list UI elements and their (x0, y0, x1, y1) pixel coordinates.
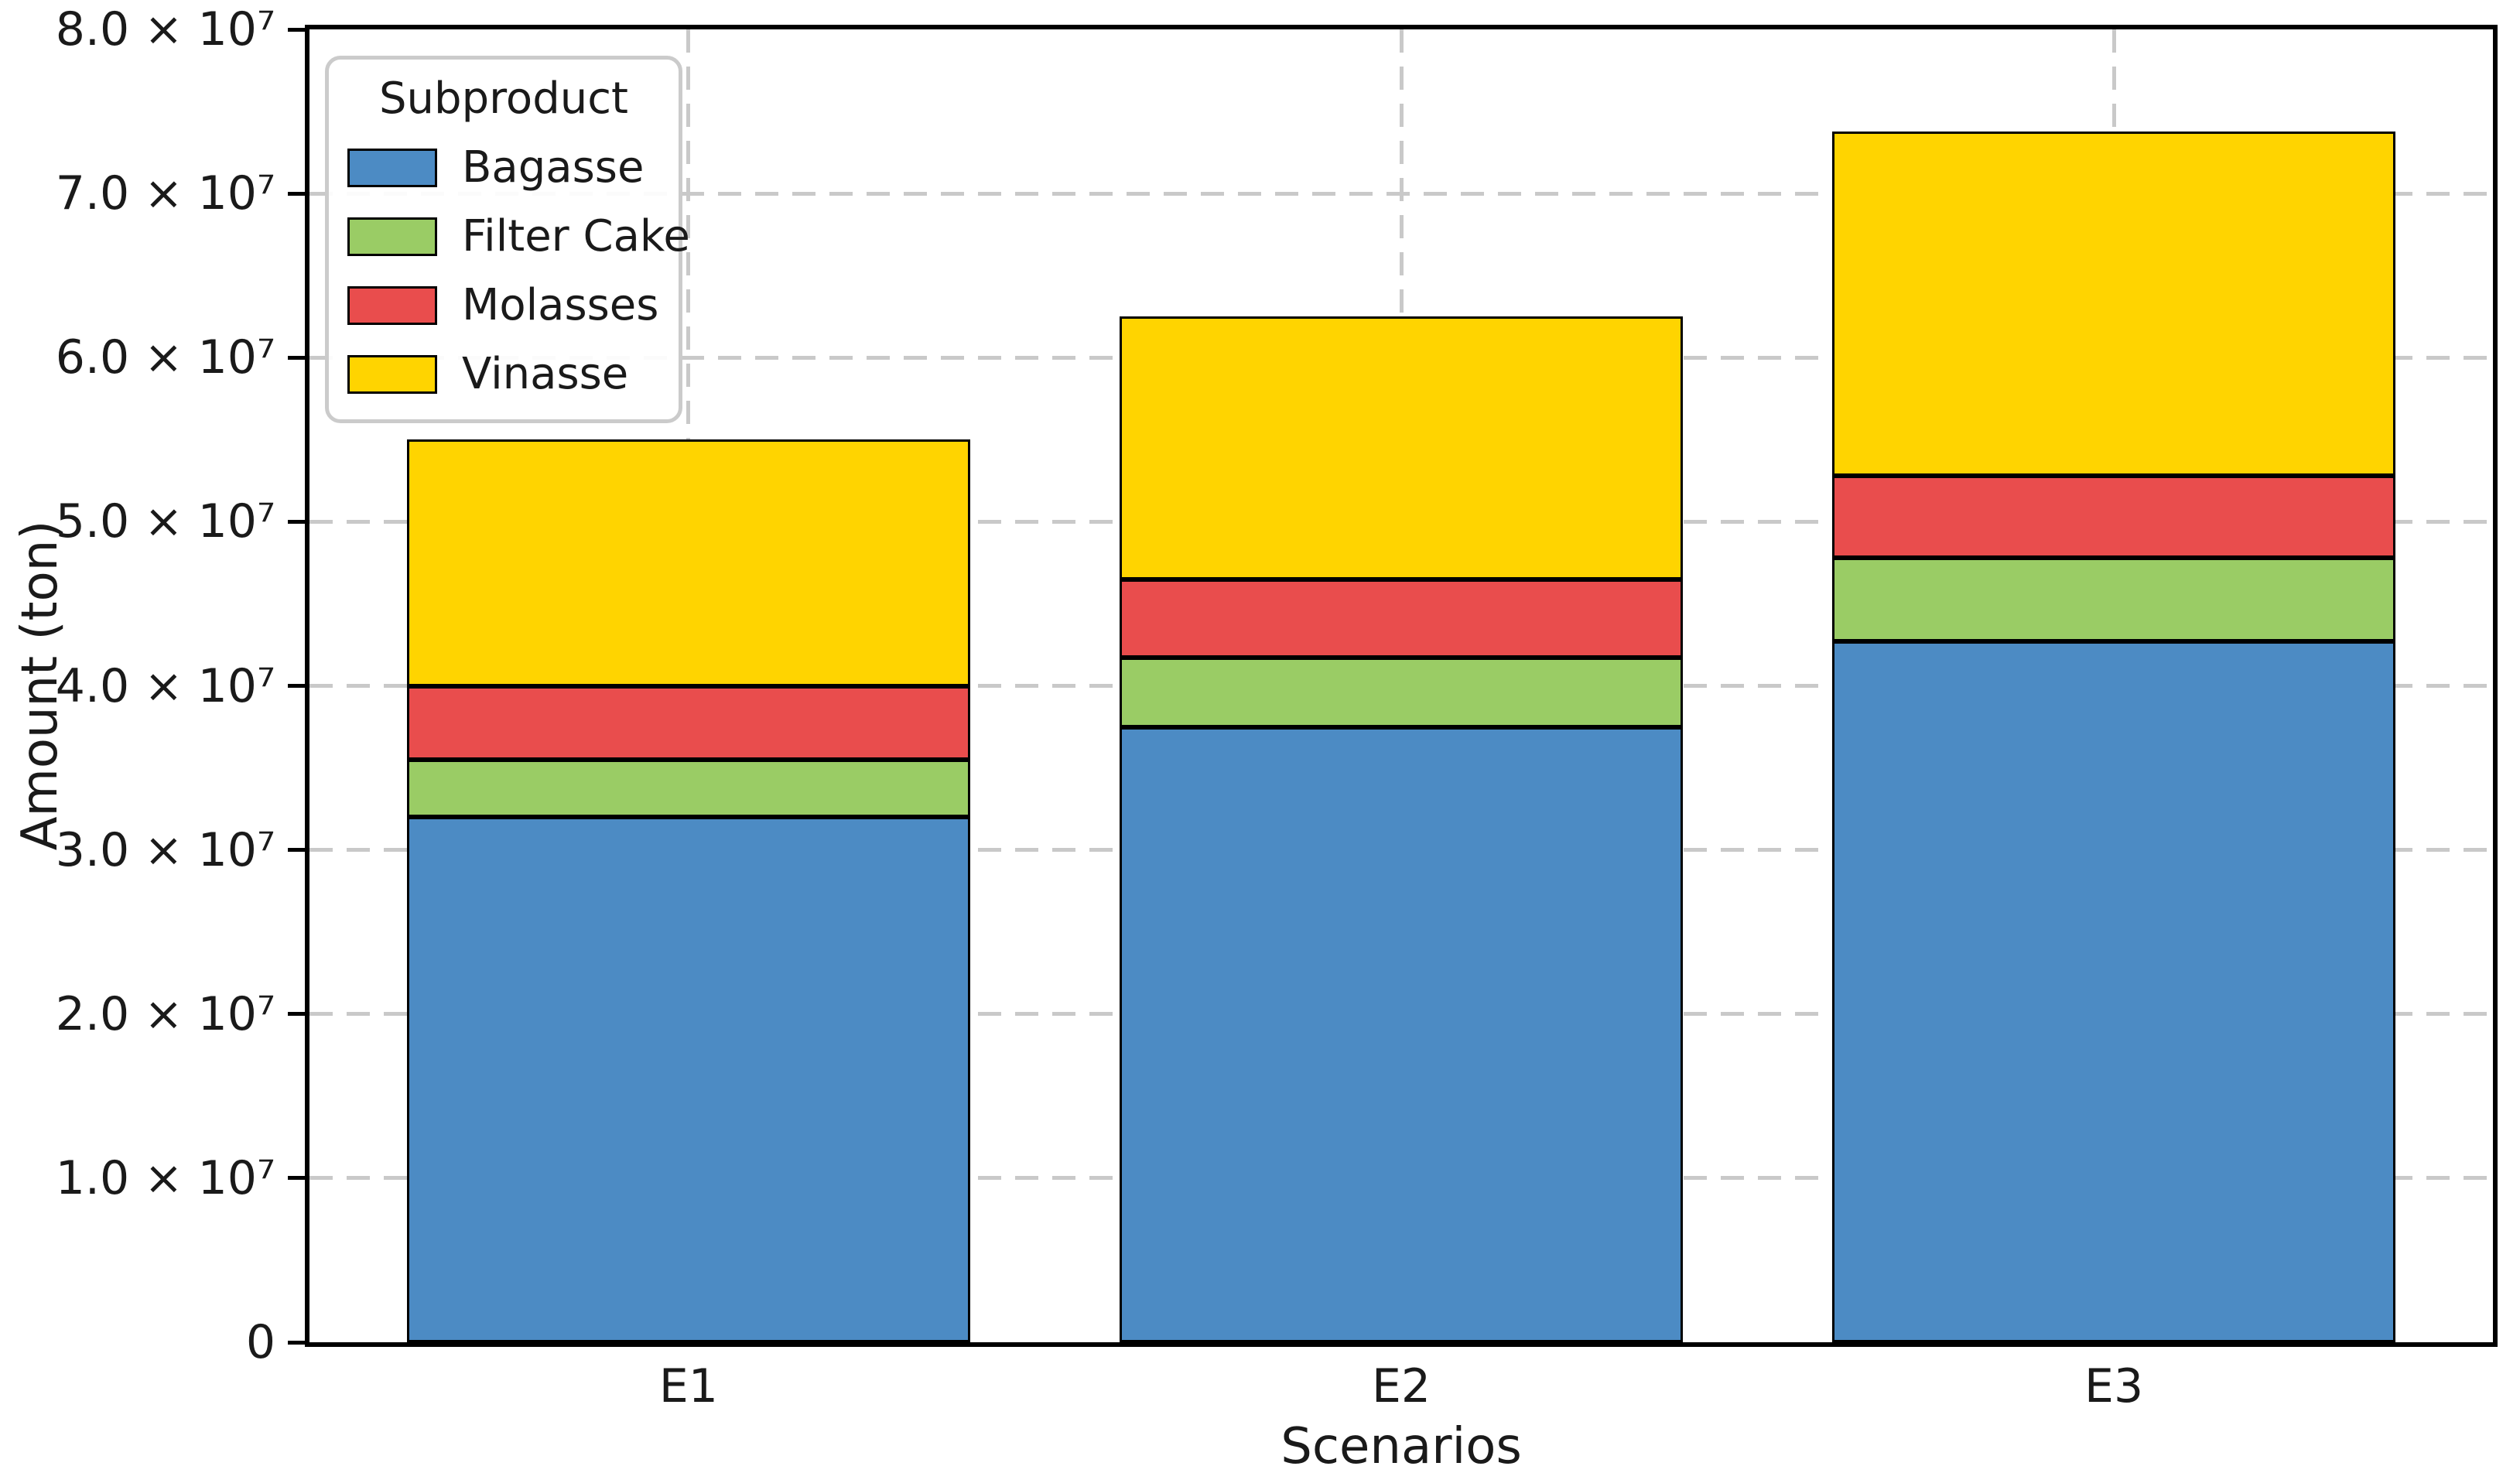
x-tick-label-e2: E2 (1371, 1359, 1431, 1413)
y-tick (288, 1176, 305, 1181)
bar-e3-filter-cake (1832, 558, 2396, 642)
y-tick (288, 27, 305, 32)
y-tick-label: 2.0 × 10⁷ (55, 986, 275, 1041)
bar-e3-bagasse (1832, 641, 2396, 1342)
bar-e2-molasses (1120, 579, 1683, 658)
bar-e1-vinasse (406, 439, 970, 686)
y-tick (288, 684, 305, 688)
y-tick-label: 5.0 × 10⁷ (55, 494, 275, 549)
y-tick-label: 3.0 × 10⁷ (55, 822, 275, 877)
y-tick-label: 1.0 × 10⁷ (55, 1150, 275, 1205)
legend-item-bagasse: Bagasse (347, 142, 660, 193)
bar-e1-molasses (406, 685, 970, 760)
legend-label: Molasses (462, 280, 659, 330)
bar-e3-vinasse (1832, 131, 2396, 476)
x-axis-title: Scenarios (1281, 1418, 1522, 1473)
bar-e2-filter-cake (1120, 658, 1683, 727)
bar-e1-bagasse (406, 817, 970, 1342)
y-tick (288, 1012, 305, 1017)
legend-swatch-icon (347, 148, 437, 187)
y-axis-title: Amount (ton) (12, 520, 69, 851)
bar-e2-bagasse (1120, 726, 1683, 1342)
legend-item-molasses: Molasses (347, 280, 660, 330)
legend-items: Bagasse Filter Cake Molasses Vinasse (347, 142, 690, 399)
legend-item-filter-cake: Filter Cake (347, 211, 690, 261)
bar-e2-vinasse (1120, 316, 1683, 579)
y-tick-label: 7.0 × 10⁷ (55, 166, 275, 221)
y-tick (288, 519, 305, 524)
legend-label: Vinasse (462, 349, 629, 399)
y-tick-label: 6.0 × 10⁷ (55, 330, 275, 385)
legend-swatch-icon (347, 217, 437, 256)
legend-label: Bagasse (462, 142, 645, 193)
legend-title: Subproduct (379, 73, 628, 124)
legend-item-vinasse: Vinasse (347, 349, 660, 399)
legend: Subproduct Bagasse Filter Cake Molasses Vin… (325, 56, 690, 423)
y-tick-label: 8.0 × 10⁷ (55, 2, 275, 56)
x-tick-label-e1: E1 (658, 1359, 718, 1413)
y-tick-label: 4.0 × 10⁷ (55, 658, 275, 713)
y-tick (288, 1340, 305, 1345)
y-tick (288, 355, 305, 360)
y-tick (288, 848, 305, 853)
y-tick-label: 0 (245, 1315, 275, 1369)
bar-e1-filter-cake (406, 759, 970, 818)
y-tick (288, 191, 305, 196)
bar-e3-molasses (1832, 475, 2396, 559)
legend-label: Filter Cake (462, 211, 690, 261)
legend-swatch-icon (347, 285, 437, 325)
x-tick-label-e3: E3 (2084, 1359, 2144, 1413)
legend-swatch-icon (347, 354, 437, 394)
